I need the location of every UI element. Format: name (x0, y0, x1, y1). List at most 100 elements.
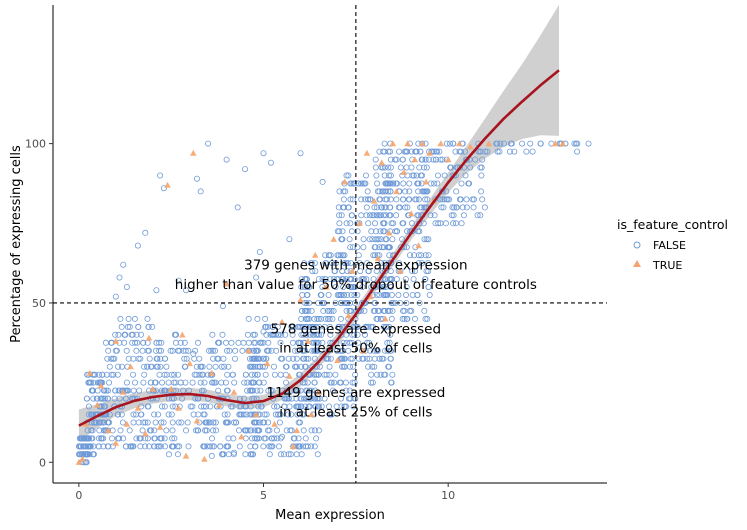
point-false (140, 339, 147, 346)
point-false (382, 323, 389, 330)
point-false (440, 204, 447, 211)
point-false (380, 307, 387, 314)
point-false (285, 411, 292, 418)
point-false (389, 180, 396, 187)
point-false (449, 204, 456, 211)
point-false (80, 451, 87, 458)
point-false (193, 363, 200, 370)
point-false (202, 419, 209, 426)
point-false (322, 276, 329, 283)
point-false (298, 451, 305, 458)
point-false (381, 204, 388, 211)
point-false (206, 363, 213, 370)
point-false (296, 443, 303, 450)
point-false (435, 220, 442, 227)
point-false (333, 403, 340, 410)
point-false (169, 435, 176, 442)
point-false (452, 148, 459, 155)
point-false (411, 252, 418, 259)
point-false (338, 212, 345, 219)
point-false (241, 379, 248, 386)
point-false (300, 331, 307, 338)
point-false (304, 379, 311, 386)
point-false (321, 323, 328, 330)
point-false (378, 260, 385, 267)
point-false (401, 307, 408, 314)
point-false (324, 315, 331, 322)
point-true (552, 140, 559, 147)
point-true (559, 140, 566, 147)
point-false (151, 443, 158, 450)
y-tick-label: 50 (32, 297, 46, 310)
point-false (218, 363, 225, 370)
point-false (257, 387, 264, 394)
point-false (118, 411, 125, 418)
point-false (190, 350, 197, 357)
point-false (332, 260, 339, 267)
point-false (198, 363, 205, 370)
point-false (194, 339, 201, 346)
point-false (340, 204, 347, 211)
point-false (130, 443, 137, 450)
point-true (182, 452, 190, 459)
point-false (135, 419, 142, 426)
point-false (274, 323, 281, 330)
point-false (269, 387, 276, 394)
point-false (371, 347, 378, 354)
point-false (359, 283, 366, 290)
point-false (285, 451, 292, 458)
point-false (343, 307, 350, 314)
point-false (118, 323, 125, 330)
point-true (105, 427, 112, 434)
point-false (250, 379, 257, 386)
point-false (431, 180, 438, 187)
point-false (339, 323, 346, 330)
point-false (304, 283, 311, 290)
point-true (156, 423, 164, 430)
point-false (258, 339, 265, 346)
point-false (110, 371, 117, 378)
point-true (348, 267, 356, 274)
point-false (383, 196, 390, 203)
point-false (442, 220, 449, 227)
point-false (265, 339, 272, 346)
point-false (300, 347, 307, 354)
point-false (314, 315, 321, 322)
point-false (120, 435, 127, 442)
point-false (408, 220, 415, 227)
point-false (368, 371, 375, 378)
point-false (282, 371, 289, 378)
point-false (415, 196, 422, 203)
point-true (142, 430, 149, 437)
point-false (477, 212, 484, 219)
point-false (325, 291, 332, 298)
point-false (105, 347, 112, 354)
point-false (289, 331, 296, 338)
point-true (252, 411, 260, 418)
point-false (403, 283, 410, 290)
point-false (248, 363, 255, 370)
point-false (450, 220, 457, 227)
point-false (175, 277, 182, 284)
point-false (326, 307, 333, 314)
point-false (326, 411, 333, 418)
confidence-band (78, 4, 560, 442)
point-false (404, 228, 411, 235)
point-false (268, 347, 275, 354)
point-false (277, 371, 284, 378)
point-false (332, 283, 339, 290)
point-false (144, 419, 151, 426)
point-false (302, 315, 309, 322)
point-false (136, 387, 143, 394)
point-false (347, 196, 354, 203)
point-false (176, 443, 183, 450)
point-false (123, 347, 130, 354)
point-false (329, 260, 336, 267)
point-false (343, 387, 350, 394)
point-false (377, 236, 384, 243)
point-false (287, 427, 294, 434)
point-false (373, 268, 380, 275)
point-false (315, 427, 322, 434)
point-false (201, 411, 208, 418)
point-false (320, 307, 327, 314)
